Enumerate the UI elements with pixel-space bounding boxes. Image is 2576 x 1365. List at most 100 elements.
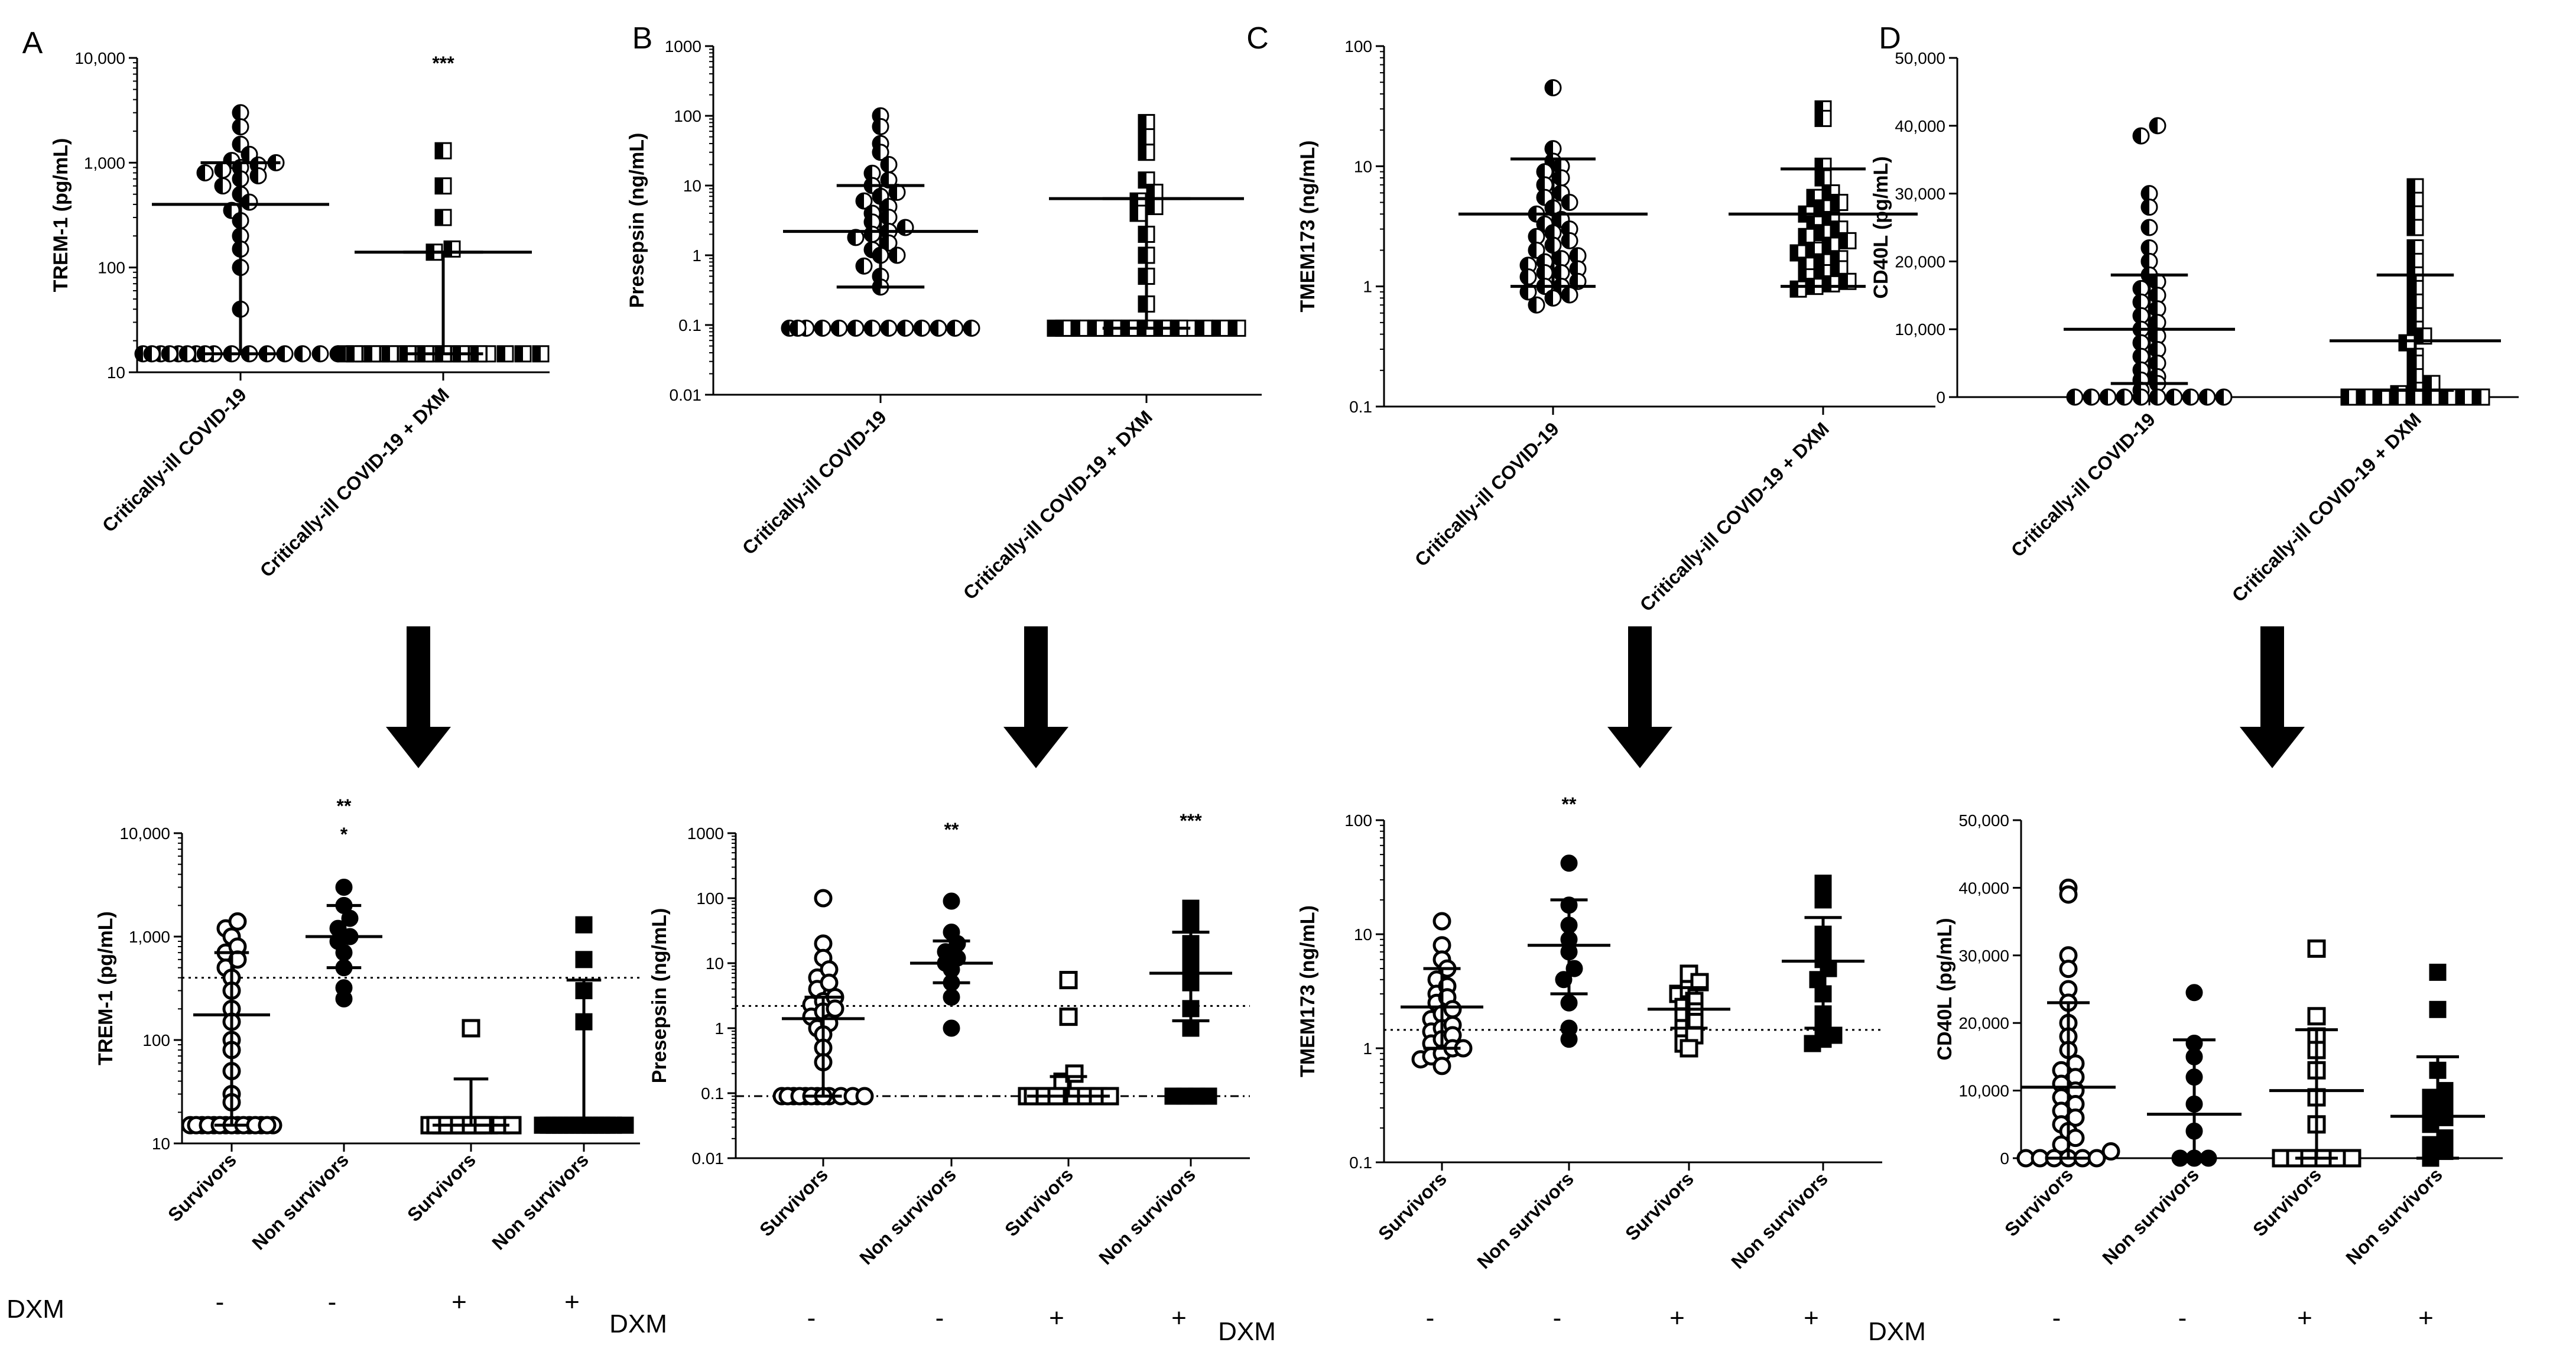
- dxm-sign: -: [1553, 1304, 1562, 1332]
- marker-fill: [1815, 200, 1823, 216]
- data-point: [2429, 963, 2447, 981]
- marker-fill: [881, 235, 889, 251]
- data-point: [2439, 388, 2457, 406]
- category-label: Non survivors: [2098, 1164, 2203, 1269]
- y-tick-label: 1: [714, 1019, 724, 1038]
- marker-fill: [782, 320, 790, 336]
- marker-fill: [1562, 194, 1570, 210]
- y-tick-label: 0.01: [692, 1149, 725, 1168]
- marker-fill: [1139, 268, 1146, 284]
- data-point: [1823, 275, 1840, 292]
- marker-fill: [856, 258, 864, 274]
- marker-fill: [831, 320, 839, 336]
- marker-fill: [2166, 389, 2174, 405]
- data-point: [2149, 388, 2166, 406]
- panel-label: D: [1879, 21, 1901, 56]
- data-point: [1129, 204, 1147, 222]
- marker-fill: [2408, 308, 2415, 324]
- marker-fill: [1570, 248, 1578, 264]
- y-tick-label: 1: [1363, 278, 1372, 296]
- marker-fill: [2408, 281, 2415, 297]
- significance-annotation: **: [944, 819, 959, 840]
- marker-fill: [1554, 185, 1561, 201]
- marker-fill: [2084, 389, 2091, 405]
- marker-fill: [1840, 233, 1848, 249]
- marker-fill: [865, 165, 872, 181]
- data-point: [1825, 1026, 1843, 1044]
- data-point: [1229, 319, 1246, 337]
- series-1: Critically-ill COVID-19: [2007, 117, 2235, 561]
- marker-fill: [1537, 265, 1545, 281]
- marker-fill: [1799, 229, 1807, 245]
- data-point: [963, 319, 980, 337]
- category-label: Critically-ill COVID-19: [738, 406, 891, 558]
- series-4: Non survivors +: [2341, 963, 2485, 1332]
- y-axis-label: TREM-1 (pg/mL): [50, 138, 72, 292]
- data-point: [1432, 912, 1451, 931]
- y-tick-label: 0.1: [701, 1084, 724, 1103]
- marker-fill: [2216, 389, 2224, 405]
- y-tick-label: 0: [1936, 388, 1945, 407]
- data-point: [1561, 286, 1578, 304]
- data-point: [2140, 219, 2158, 236]
- marker-fill: [2408, 294, 2415, 310]
- y-tick-label: 100: [98, 259, 125, 277]
- category-label: Critically-ill COVID-19 + DXM: [1636, 418, 1833, 615]
- data-point: [496, 345, 514, 363]
- marker-fill: [233, 186, 241, 202]
- series-2: Non survivors ** -: [1473, 794, 1610, 1332]
- marker-fill: [2341, 389, 2349, 405]
- data-point: [2059, 960, 2078, 979]
- marker-fill: [215, 178, 223, 194]
- marker-fill: [889, 184, 897, 200]
- marker-fill: [2399, 335, 2407, 351]
- data-point: [2340, 388, 2358, 406]
- marker-fill: [1073, 320, 1080, 336]
- data-point: [1146, 198, 1164, 216]
- data-point: [943, 989, 960, 1006]
- marker-fill: [2408, 321, 2415, 337]
- data-point: [196, 164, 214, 182]
- y-tick-label: 1000: [665, 37, 701, 56]
- y-tick-label: 10: [107, 363, 125, 382]
- dxm-sign: -: [935, 1304, 944, 1332]
- data-point: [855, 1087, 874, 1106]
- data-point: [888, 246, 906, 264]
- y-tick-label: 50,000: [1958, 811, 2009, 830]
- marker-fill: [1147, 184, 1155, 200]
- data-point: [2059, 885, 2078, 904]
- y-axis-label: Presepsin (ng/mL): [648, 908, 671, 1084]
- marker-fill: [2150, 389, 2158, 405]
- data-point: [880, 319, 898, 337]
- marker-fill: [295, 346, 303, 362]
- marker-fill: [233, 171, 241, 187]
- panel-label: C: [1246, 21, 1269, 56]
- panel-label: B: [632, 21, 653, 56]
- marker-fill: [197, 165, 205, 181]
- data-point: [341, 909, 359, 927]
- marker-fill: [1139, 115, 1146, 131]
- series-4: Non survivors *** +: [1094, 810, 1232, 1332]
- category-label: Critically-ill COVID-19 + DXM: [256, 384, 453, 581]
- y-tick-label: 10,000: [1958, 1082, 2009, 1100]
- data-point: [214, 177, 232, 195]
- marker-fill: [233, 213, 241, 229]
- data-point: [2149, 341, 2166, 359]
- data-point: [514, 345, 532, 363]
- data-point: [1814, 109, 1832, 127]
- data-point: [2198, 388, 2216, 406]
- dxm-row-label: DXM: [1868, 1317, 1926, 1346]
- significance-annotation: **: [337, 795, 352, 817]
- marker-fill: [2117, 389, 2125, 405]
- marker-fill: [881, 320, 889, 336]
- y-tick-label: 30,000: [1895, 185, 1945, 203]
- data-point: [462, 1019, 480, 1038]
- marker-fill: [1529, 242, 1536, 258]
- marker-fill: [444, 241, 452, 257]
- chart-panel-b-bottom: 0.01 0.1 1 10 100 1000 Presepsin (ng/mL) Surviv…: [609, 810, 1250, 1338]
- data-point: [1569, 247, 1587, 265]
- marker-fill: [1545, 141, 1553, 157]
- y-tick-label: 100: [674, 107, 701, 125]
- y-tick-label: 20,000: [1895, 252, 1945, 271]
